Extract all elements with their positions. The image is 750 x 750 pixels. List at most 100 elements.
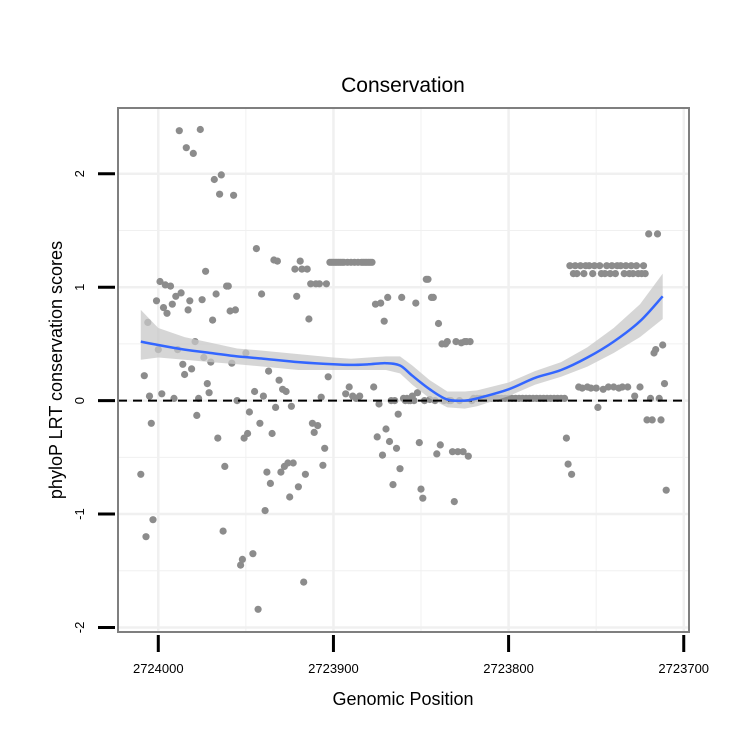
- data-point: [230, 191, 238, 199]
- data-point: [653, 230, 662, 238]
- data-point: [652, 346, 660, 354]
- data-point: [459, 448, 467, 456]
- y-tick-label: 1: [72, 284, 87, 291]
- x-tick-label: 2723900: [308, 661, 359, 676]
- data-point: [419, 494, 427, 502]
- chart-title: Conservation: [341, 74, 465, 97]
- data-point: [193, 411, 201, 419]
- data-point: [212, 290, 220, 298]
- data-point: [576, 262, 585, 270]
- data-point: [189, 149, 197, 157]
- data-point: [282, 387, 290, 396]
- data-point: [196, 125, 204, 134]
- data-point: [631, 392, 639, 400]
- data-point: [249, 550, 257, 558]
- y-axis-label: phyloP LRT conservation scores: [46, 241, 66, 499]
- data-point: [566, 262, 574, 270]
- data-point: [380, 317, 388, 325]
- data-point: [168, 300, 176, 308]
- data-point: [434, 319, 443, 328]
- data-point: [589, 270, 597, 278]
- data-point: [392, 444, 401, 452]
- data-point: [198, 296, 206, 304]
- smooth-line: [140, 295, 664, 403]
- data-point: [382, 425, 390, 433]
- data-point: [324, 373, 332, 381]
- data-point: [429, 293, 437, 301]
- y-tick-label: 2: [72, 170, 87, 177]
- data-point: [322, 280, 330, 288]
- data-point: [314, 422, 322, 430]
- data-point: [632, 262, 641, 270]
- data-point: [448, 448, 457, 456]
- data-point: [301, 470, 309, 478]
- data-point: [562, 434, 571, 442]
- y-tick-label: -2: [72, 622, 87, 634]
- data-point: [618, 383, 627, 391]
- data-point: [245, 408, 253, 416]
- data-point: [307, 280, 315, 288]
- data-point: [263, 468, 271, 476]
- data-point: [596, 262, 604, 270]
- data-point: [238, 555, 246, 564]
- data-point: [175, 127, 183, 135]
- data-point: [300, 578, 308, 586]
- data-point: [273, 257, 281, 265]
- x-tick-label: 2724000: [133, 661, 184, 676]
- data-point: [214, 434, 222, 442]
- data-point: [594, 403, 602, 411]
- data-point: [266, 479, 274, 487]
- data-point: [258, 290, 266, 298]
- data-point: [237, 561, 245, 569]
- data-point: [601, 270, 609, 278]
- data-point: [573, 270, 581, 278]
- data-point: [272, 403, 280, 411]
- data-point: [256, 419, 264, 427]
- data-point: [636, 383, 644, 391]
- data-point: [216, 190, 224, 198]
- data-point: [303, 265, 311, 273]
- data-point: [158, 390, 166, 398]
- data-point: [659, 341, 667, 349]
- data-point: [370, 383, 378, 391]
- data-point: [590, 262, 599, 270]
- data-point: [221, 462, 229, 470]
- data-point: [289, 459, 297, 467]
- data-point: [181, 370, 189, 379]
- data-point: [604, 383, 613, 391]
- data-point: [147, 419, 155, 427]
- data-point: [587, 384, 595, 392]
- data-point: [373, 433, 381, 441]
- data-point: [580, 270, 588, 278]
- data-point: [186, 297, 194, 305]
- data-point: [368, 258, 376, 266]
- data-point: [166, 282, 175, 290]
- data-point: [145, 392, 154, 400]
- data-point: [627, 262, 635, 270]
- data-point: [231, 306, 239, 314]
- data-point: [259, 392, 267, 400]
- data-point: [356, 392, 364, 400]
- data-point: [203, 380, 211, 388]
- data-point: [433, 450, 441, 458]
- data-point: [417, 485, 425, 493]
- data-point: [415, 439, 423, 447]
- data-point: [291, 265, 299, 273]
- x-tick-label: 2723700: [658, 661, 709, 676]
- data-point: [298, 265, 306, 273]
- data-point: [305, 315, 313, 323]
- data-point: [317, 393, 325, 401]
- data-point: [568, 470, 576, 478]
- data-point: [396, 465, 404, 473]
- data-point: [398, 293, 406, 301]
- data-point: [606, 270, 614, 278]
- x-axis-label: Genomic Position: [332, 689, 473, 709]
- data-point: [585, 262, 593, 270]
- data-point: [385, 437, 394, 446]
- data-point: [170, 394, 178, 402]
- panel-border: [117, 107, 690, 633]
- data-point: [284, 459, 292, 467]
- data-point: [643, 416, 651, 424]
- data-point: [410, 397, 418, 405]
- data-point: [244, 429, 252, 438]
